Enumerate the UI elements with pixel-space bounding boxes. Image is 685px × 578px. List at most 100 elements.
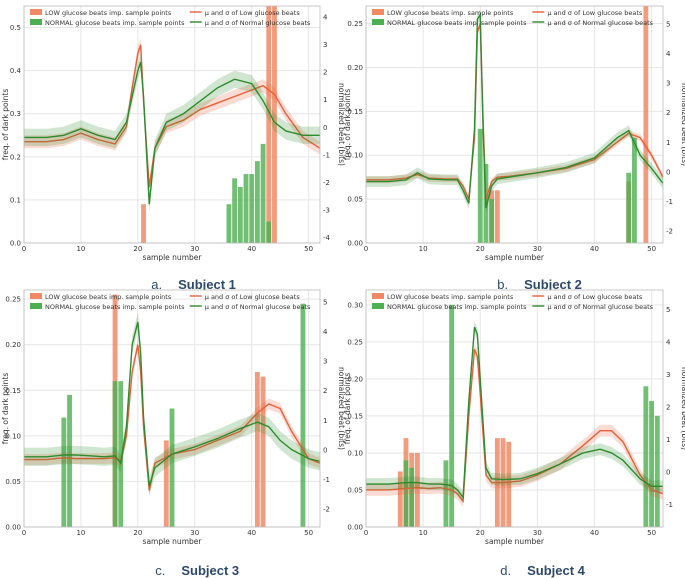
y2-tick-label: 5 — [666, 306, 670, 314]
chart-panel-subject-3: 0 10 20 30 40 50 0.00 0.05 0.10 0.15 0.20 0.25 -2 -1 0… — [0, 284, 346, 546]
y2-tick-label: 4 — [666, 50, 671, 58]
normal-bar — [632, 137, 637, 243]
y-tick-label: 0.05 — [347, 486, 363, 494]
y-tick-label: 0.05 — [5, 478, 21, 486]
normal-bar — [254, 161, 260, 243]
y2-tick-label: -2 — [323, 179, 330, 187]
chart-svg-subject-2: 0 10 20 30 40 50 0.00 0.05 0.10 0.15 0.20 0.25 -2 -1 0… — [343, 5, 685, 262]
y2-tick-label: 4 — [323, 328, 328, 336]
normal-bar — [300, 303, 306, 527]
caption-subject: Subject 4 — [527, 563, 585, 578]
y-tick-label: 0.10 — [347, 152, 363, 160]
caption-tag: a. — [151, 277, 163, 292]
caption-subject: Subject 3 — [181, 563, 240, 578]
legend-swatch-low-bars — [30, 293, 42, 299]
caption-subject-3: c. Subject 3 — [148, 548, 239, 578]
y-axis-label: freq. of dark points — [1, 89, 10, 161]
chart-panel-subject-4: 0 10 20 30 40 50 0.00 0.05 0.10 0.15 0.20 0.25 0.30-… — [342, 284, 685, 546]
legend-label-low-bars: LOW glucose beats imp. sample points — [387, 9, 514, 17]
low-bar — [397, 471, 403, 527]
legend-label-normal-line: μ and σ of Normal glucose beats — [205, 19, 311, 27]
normal-sigma-band — [24, 53, 320, 213]
low-bar — [494, 190, 500, 243]
y-tick-label: 0.00 — [347, 240, 363, 248]
normal-bar — [643, 386, 649, 527]
y-tick-label: 0.25 — [347, 338, 363, 346]
x-tick-label: 20 — [476, 529, 485, 537]
normal-bar — [112, 381, 118, 527]
y-tick-label: 0.2 — [10, 153, 21, 161]
x-tick-label: 50 — [304, 245, 313, 253]
y2-tick-label: 1 — [666, 139, 670, 147]
y-tick-label: 0.5 — [10, 24, 21, 32]
y2-tick-label: 4 — [666, 338, 671, 346]
legend-label-low-bars: LOW glucose beats imp. sample points — [45, 9, 172, 17]
y2-tick-label: 0 — [666, 168, 670, 176]
x-tick-label: 50 — [647, 245, 656, 253]
legend-swatch-low-bars — [372, 9, 384, 15]
low-bar — [414, 452, 420, 527]
normal-bar — [61, 417, 67, 527]
low-bar — [260, 376, 266, 527]
chart-panel-subject-1: 0 10 20 30 40 50 0.0 0.1 0.2 0.3 0.4 0.5 -4 -3 -2 -1 0 1 2… — [0, 0, 346, 262]
normal-bar — [260, 143, 266, 243]
y2-tick-label: 5 — [323, 298, 327, 306]
caption-subject: Subject 2 — [524, 277, 582, 292]
y2-tick-label: 2 — [666, 403, 670, 411]
legend-label-normal-bars: NORMAL glucose beats imp. sample points — [45, 19, 185, 27]
plot-frame — [23, 5, 321, 244]
normal-mean-line — [24, 321, 321, 487]
normal-bar — [477, 128, 483, 243]
low-bar — [266, 6, 272, 243]
low-mean-line — [24, 344, 321, 491]
y2-tick-label: -1 — [666, 198, 673, 206]
y-tick-label: 0.05 — [347, 196, 363, 204]
y-tick-label: 0.25 — [5, 296, 21, 304]
low-mean-line — [366, 348, 664, 503]
normal-bar — [403, 460, 409, 527]
y2-tick-label: 4 — [323, 14, 328, 22]
y-tick-label: 0.00 — [347, 524, 363, 532]
y2-tick-label: 3 — [323, 358, 327, 366]
x-tick-label: 10 — [419, 245, 428, 253]
normal-bar — [67, 394, 72, 527]
legend-label-normal-line: μ and σ of Normal glucose beats — [205, 303, 311, 311]
plot-area — [366, 6, 663, 243]
x-tick-label: 30 — [190, 529, 199, 537]
x-axis-label: sample number — [143, 253, 203, 262]
normal-bar — [226, 204, 232, 243]
x-axis-label: sample number — [485, 253, 545, 262]
y2-tick-label: 1 — [323, 96, 327, 104]
x-tick-label: 50 — [647, 529, 656, 537]
normal-bar — [443, 460, 449, 527]
y2-tick-label: 0 — [323, 124, 327, 132]
normal-sigma-band — [366, 321, 663, 504]
legend-label-normal-bars: NORMAL glucose beats imp. sample points — [387, 303, 527, 311]
y2-axis-label: normalized beat (bits) — [680, 367, 685, 450]
y2-tick-label: -2 — [666, 228, 673, 236]
y-tick-label: 0.4 — [10, 67, 22, 75]
caption-tag: b. — [497, 277, 509, 292]
y-axis-label: freq. of dark points — [343, 89, 352, 161]
y2-tick-label: -4 — [323, 234, 331, 242]
y2-axis-label: normalized beat (bits) — [337, 367, 346, 450]
normal-bar — [449, 304, 455, 527]
plot-frame — [23, 289, 321, 528]
normal-bar — [169, 408, 175, 527]
low-bar — [272, 6, 277, 243]
x-tick-label: 10 — [76, 245, 85, 253]
caption-subject-4: d. Subject 4 — [493, 548, 585, 578]
low-bar — [163, 440, 169, 527]
x-tick-label: 0 — [22, 529, 26, 537]
legend-swatch-low-bars — [372, 293, 384, 299]
chart-svg-subject-3: 0 10 20 30 40 50 0.00 0.05 0.10 0.15 0.20 0.25 -2 -1 0… — [1, 289, 346, 546]
y2-tick-label: 5 — [666, 20, 670, 28]
y-tick-label: 0.3 — [10, 110, 21, 118]
y-tick-label: 0.30 — [347, 301, 363, 309]
y-tick-label: 0.15 — [347, 412, 363, 420]
normal-sigma-band — [366, 9, 663, 214]
normal-bar — [654, 415, 660, 527]
x-tick-label: 20 — [133, 245, 142, 253]
y2-tick-label: 2 — [323, 387, 327, 395]
y-tick-label: 0.1 — [10, 196, 21, 204]
